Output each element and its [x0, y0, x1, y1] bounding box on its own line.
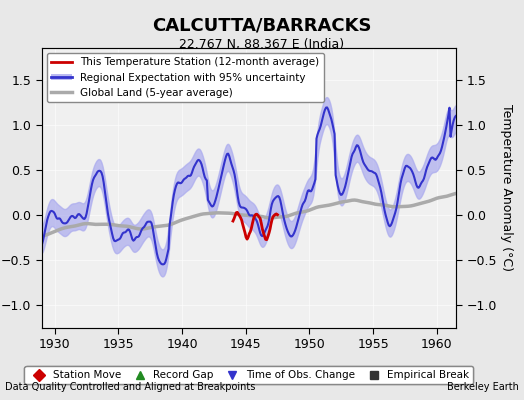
- Legend: Station Move, Record Gap, Time of Obs. Change, Empirical Break: Station Move, Record Gap, Time of Obs. C…: [25, 366, 473, 384]
- Y-axis label: Temperature Anomaly (°C): Temperature Anomaly (°C): [500, 104, 514, 272]
- Text: Data Quality Controlled and Aligned at Breakpoints: Data Quality Controlled and Aligned at B…: [5, 382, 256, 392]
- Text: 22.767 N, 88.367 E (India): 22.767 N, 88.367 E (India): [179, 38, 345, 51]
- Text: CALCUTTA/BARRACKS: CALCUTTA/BARRACKS: [152, 16, 372, 34]
- Text: Berkeley Earth: Berkeley Earth: [447, 382, 519, 392]
